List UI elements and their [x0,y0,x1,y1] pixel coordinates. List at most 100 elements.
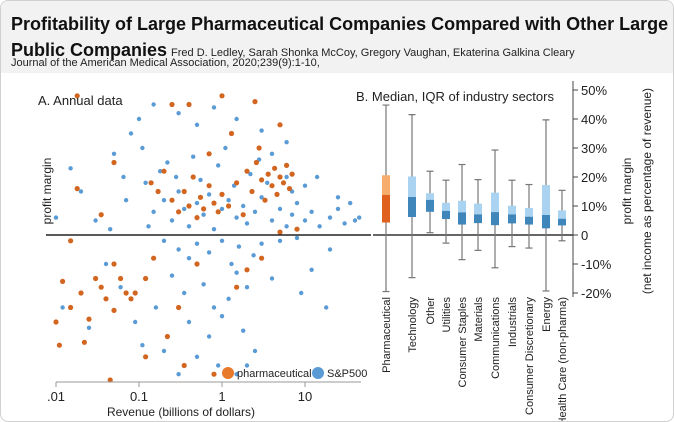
x-tick-label: .01 [47,389,65,404]
box-other [426,170,434,234]
sp500-point [265,180,270,185]
box-upper-quartile [558,210,566,219]
sp500-point [252,209,258,214]
authors: Fred D. Ledley, Sarah Shonka McCoy, Greg… [171,47,575,59]
box-energy [542,119,550,292]
sp500-point [108,227,113,232]
box-upper-quartile [442,202,450,211]
pharma-point [277,229,283,235]
box-technology [408,114,416,279]
sp500-point [335,195,341,200]
sp500-point [289,212,295,217]
pharma-point [74,93,80,99]
sp500-point [284,174,289,180]
pharma-point [262,197,268,203]
pharma-point [143,275,149,282]
category-label: Materials [473,297,485,342]
sp500-point [176,111,181,116]
box-communications [491,149,499,269]
box-upper-quartile [508,205,516,215]
sp500-point [133,319,138,325]
sp500-point [234,270,239,275]
sp500-point [176,189,181,194]
box-lower-quartile [508,214,516,224]
sp500-point [206,334,212,339]
pharma-point [211,371,217,377]
sp500-point [169,218,175,223]
header: Profitability of Large Pharmaceutical Co… [1,1,673,73]
legend-sp500-label: S&P500 [327,368,367,380]
category-label: Utilities [441,297,453,333]
sp500-point [173,174,179,180]
journal-citation: Journal of the American Medical Associat… [11,57,320,69]
title-text: Profitability of Large Pharmaceutical Co… [11,14,669,60]
sp500-point [234,372,239,377]
pharma-point [226,203,232,209]
box-lower-quartile [474,214,482,224]
sp500-point [241,203,246,209]
box-upper-quartile [525,208,533,217]
sp500-point [78,189,84,194]
pharma-point [143,354,149,360]
category-label: Communications [490,297,502,379]
pharma-point [228,130,235,137]
sp500-point [60,305,65,310]
figure-title: Profitability of Large Pharmaceutical Co… [11,11,671,66]
sp500-point [161,198,167,203]
box-lower-quartile [442,210,450,220]
box-utilities [442,179,450,244]
pharma-point [272,165,278,171]
sp500-point [284,140,289,145]
sp500-point [309,267,314,272]
pharma-point [176,304,182,311]
sp500-point [251,253,256,258]
pharma-point [190,174,196,180]
sp500-point [121,174,126,180]
sp500-point [219,238,225,243]
box-lower-quartile [408,197,416,218]
sp500-point [302,218,308,223]
sp500-point [348,200,353,206]
sp500-point [128,131,134,136]
sp500-point [118,285,123,290]
box-industrials [508,179,516,248]
box-lower-quartile [426,199,434,212]
pharma-point [274,191,280,197]
sp500-point [299,290,304,296]
y-axis-label-left: profit margin [40,158,54,225]
pharma-point [277,174,283,180]
sp500-point [211,305,217,310]
sp500-point [234,116,239,122]
sp500-point [327,215,333,220]
pharma-point [151,255,157,261]
sp500-point [153,305,159,310]
sp500-point [169,273,175,278]
pharma-point [201,206,207,212]
pharma-point [181,188,187,195]
panel-b-title: B. Median, IQR of industry sectors [356,89,554,104]
pharma-point [194,215,200,221]
pharma-point [259,177,265,183]
sp500-point [194,354,200,359]
sp500-point [302,183,308,188]
pharma-point [118,275,124,282]
sp500-point [269,218,275,223]
y-ticks: 50% 40% 30% 20% 10% 0 -10% -20% [573,83,612,301]
pharma-point [286,186,293,192]
y-tick-label: 20% [581,170,607,185]
pharma-point [197,194,204,200]
sp500-point [123,198,129,203]
pharma-point [253,159,259,166]
x-axis-label: Revenue (billions of dollars) [107,405,255,419]
sp500-point [219,314,225,319]
box-health-care-non-pharma- [558,189,566,242]
sp500-point [226,198,231,203]
legend-sp500-marker [312,367,324,379]
sp500-point [234,215,239,220]
pharma-point [155,188,161,195]
pharma-point [103,296,109,302]
sp500-point [324,305,329,310]
box-plots [382,104,566,293]
sp500-point [53,215,59,220]
